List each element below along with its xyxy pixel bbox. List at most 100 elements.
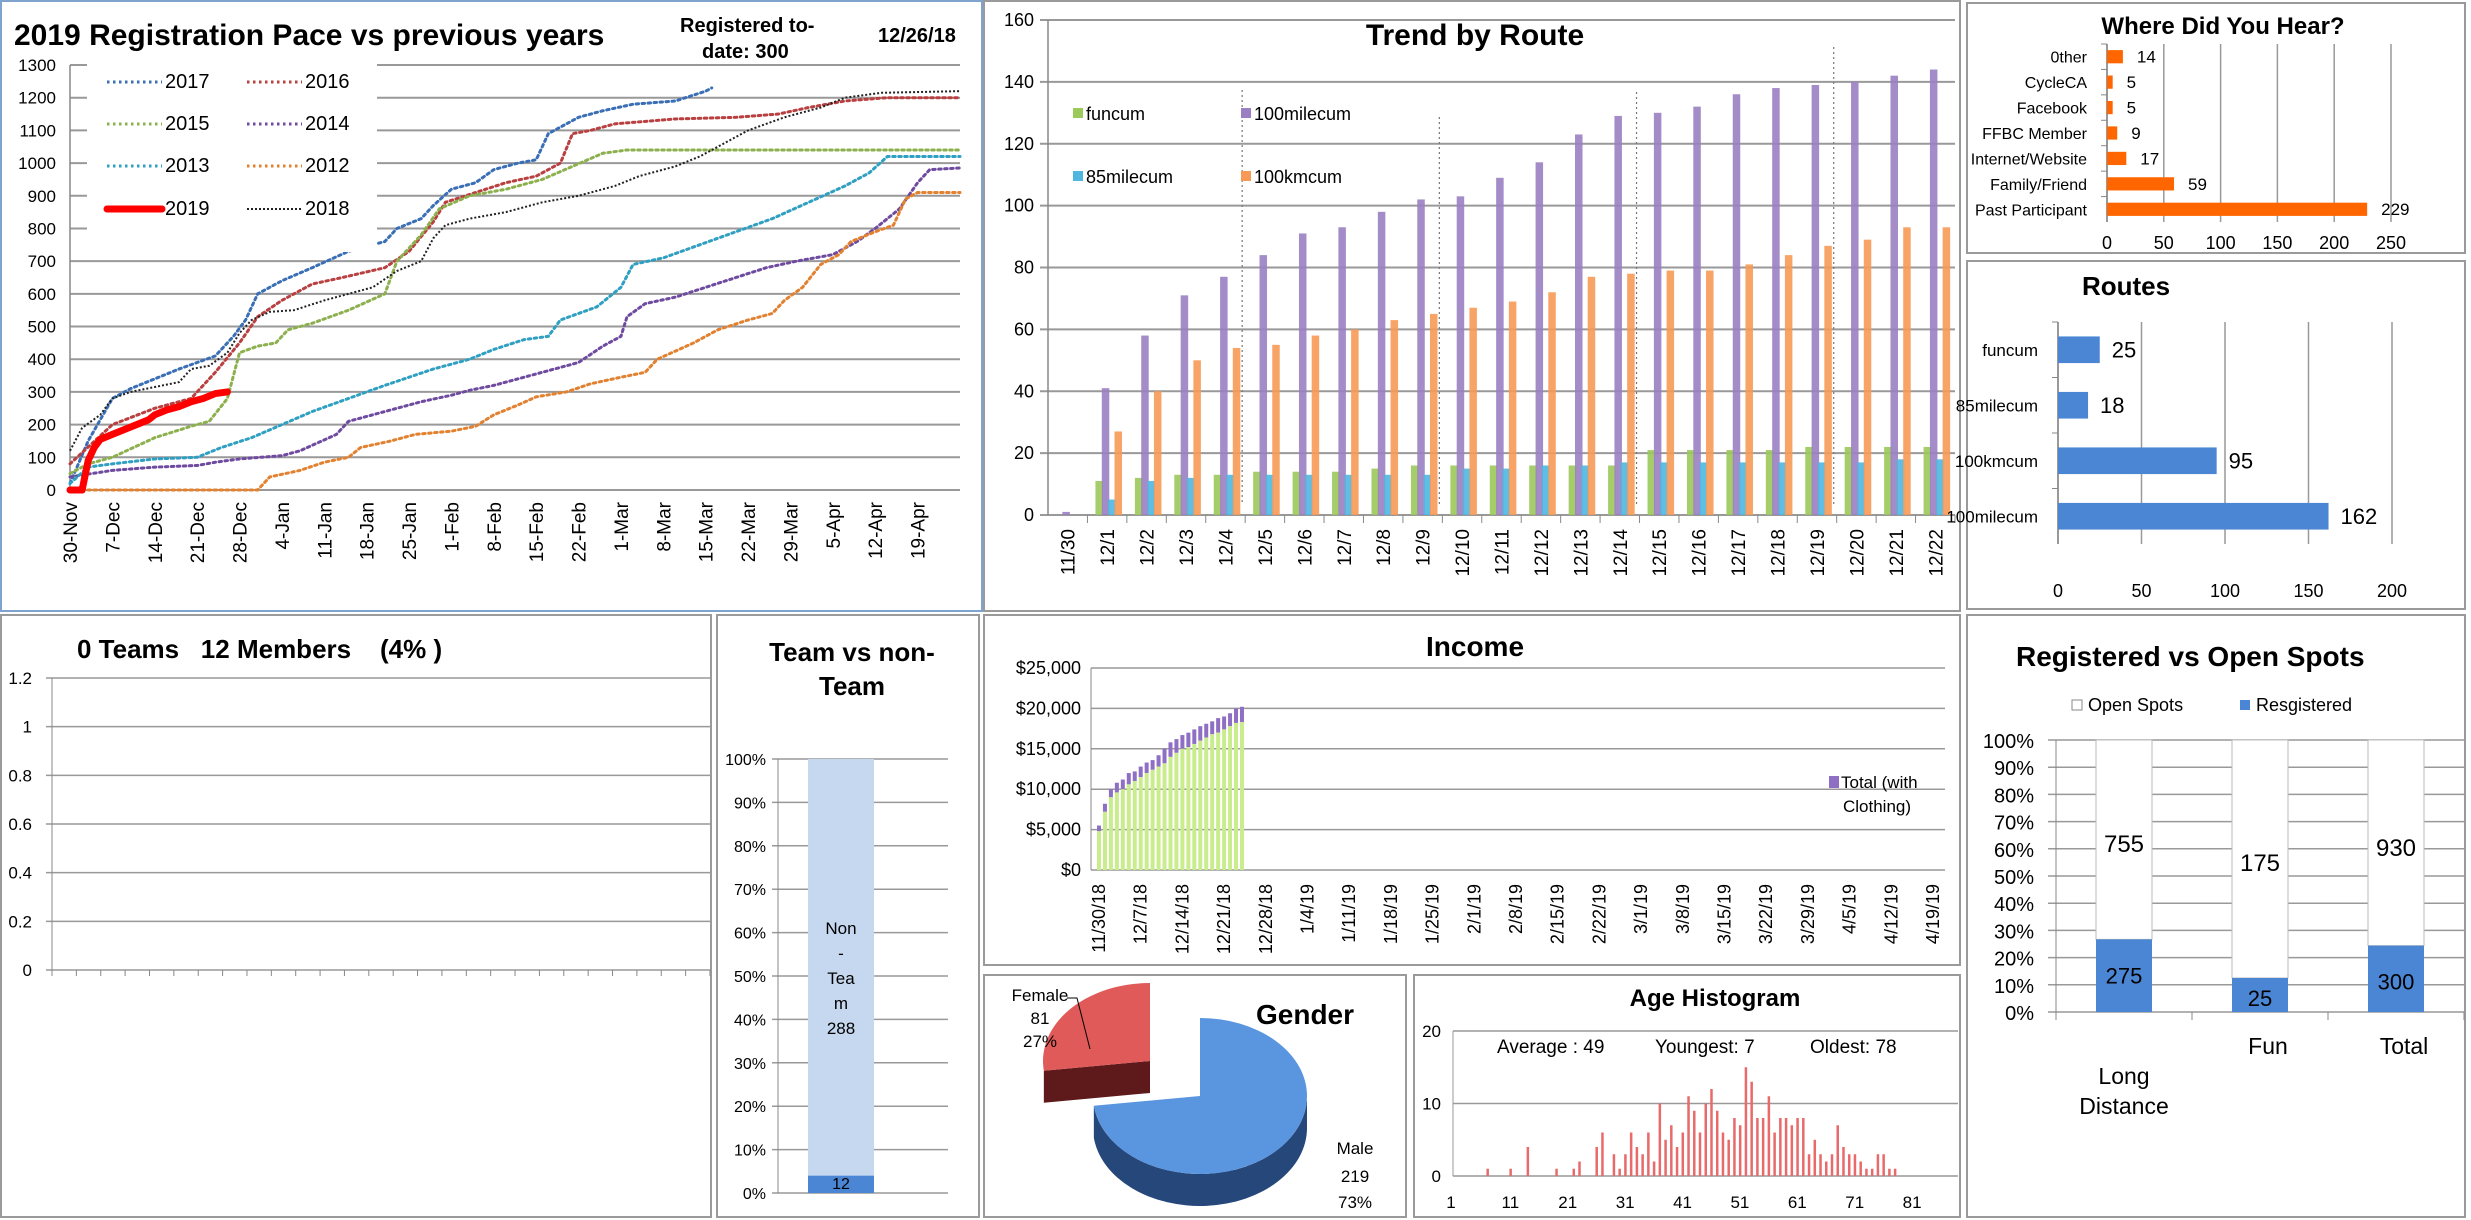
histogram-bar <box>1807 1154 1811 1176</box>
category-label: FFBC Member <box>1982 126 2088 143</box>
x-tick-label: 19-Apr <box>909 501 930 559</box>
histogram-bar <box>1715 1110 1719 1176</box>
x-tick-label: 2/22/19 <box>1589 884 1609 944</box>
y-tick-label: 20% <box>1994 949 2034 971</box>
histogram-bar <box>1876 1154 1880 1176</box>
bar-funcum <box>1332 471 1340 515</box>
histogram-bar <box>1825 1161 1828 1176</box>
bar-total <box>1180 735 1185 749</box>
label-female-name: Female <box>1012 986 1069 1005</box>
bar-registered <box>2368 945 2424 1012</box>
bar <box>2107 100 2113 115</box>
histogram-bar <box>1813 1139 1817 1176</box>
data-label: 14 <box>2137 48 2156 67</box>
histogram-bar <box>1704 1103 1707 1176</box>
bar-100kmcum <box>1745 264 1753 515</box>
data-label: 229 <box>2381 200 2409 219</box>
y-tick-label: 50% <box>734 969 766 986</box>
bar-registration <box>1239 722 1244 870</box>
x-tick-label: 8-Feb <box>485 502 506 552</box>
legend-label-total-line1: Total (with <box>1841 773 1918 792</box>
bar-85milecum <box>1423 474 1432 515</box>
data-label: 5 <box>2127 73 2136 92</box>
category-label: Family/Friend <box>1990 177 2087 194</box>
histogram-bar <box>1836 1125 1839 1176</box>
x-tick-label: 12/10 <box>1453 529 1474 577</box>
histogram-bar <box>1652 1161 1656 1176</box>
histogram-bar <box>1509 1168 1512 1176</box>
bar-100kmcum <box>1272 344 1280 515</box>
age-panel: Age Histogram 0 10 20 1 11 21 31 41 51 61 71 81 Aver… <box>1413 974 1961 1218</box>
bar-registration <box>1192 743 1197 870</box>
bar-100kmcum <box>1627 273 1635 515</box>
histogram-bar <box>1859 1161 1862 1176</box>
x-tick-label: 15-Feb <box>527 502 548 562</box>
x-tick-label: 50 <box>2154 233 2174 253</box>
x-tick-label: 250 <box>2376 233 2406 253</box>
y-tick-label: $25,000 <box>1016 658 1081 678</box>
data-label-open: 930 <box>2376 835 2416 862</box>
bar-100kmcum <box>1114 431 1123 515</box>
teamvs-title-line1: Team vs non- <box>769 637 935 667</box>
histogram-bar <box>1612 1154 1616 1176</box>
bar-funcum <box>1292 471 1301 515</box>
income-title: Income <box>1426 631 1524 662</box>
bar-85milecum <box>1699 462 1708 515</box>
bar-100milecum <box>1417 199 1425 515</box>
legend-background <box>87 62 377 252</box>
bar-85milecum <box>1620 462 1629 515</box>
leader-line <box>1067 997 1091 1050</box>
bar-registration <box>1198 740 1203 870</box>
legend-label-open: Open Spots <box>2088 695 2183 715</box>
legend-label-2014: 2014 <box>305 113 350 135</box>
y-tick-label: 100 <box>28 448 56 467</box>
bar-open <box>2095 739 2153 940</box>
pace-title: 2019 Registration Pace vs previous years <box>14 19 604 52</box>
bar-funcum <box>1213 474 1222 515</box>
bar-registration <box>1228 726 1233 870</box>
histogram-bar <box>1790 1125 1794 1176</box>
bar-funcum <box>1884 446 1892 515</box>
label-female-pct: 27% <box>1023 1032 1057 1051</box>
y-tick-label: 50% <box>1994 867 2034 889</box>
x-tick-label: 12/19 <box>1808 529 1829 577</box>
y-tick-label: 600 <box>28 285 56 304</box>
bar-funcum <box>1805 446 1813 515</box>
data-label-non-team: Non <box>825 919 856 938</box>
histogram-bar <box>1624 1154 1627 1176</box>
x-tick-label: 41 <box>1673 1193 1692 1212</box>
legend-label-registered: Resgistered <box>2256 695 2352 715</box>
y-tick-label: 10 <box>1422 1095 1441 1114</box>
histogram-bar <box>1681 1132 1685 1176</box>
y-tick-label: 20 <box>1422 1022 1441 1041</box>
label-male-pct: 73% <box>1338 1193 1372 1212</box>
category-label: Facebook <box>2017 101 2088 118</box>
bar-total <box>1156 755 1161 767</box>
x-tick-label: 200 <box>2377 581 2407 601</box>
data-label-registered: 275 <box>2106 963 2143 988</box>
y-tick-label: 0% <box>743 1186 766 1203</box>
legend-label-85milecum: 85milecum <box>1086 167 1173 187</box>
bar-100milecum <box>1101 388 1110 515</box>
bar-registration <box>1108 797 1113 870</box>
income-chart: Income $0 $5,000 $10,000 $15,000 $20,000 $25,… <box>1016 631 1945 954</box>
pie-slice-male-side <box>1093 1096 1307 1206</box>
bar-total <box>1222 716 1227 730</box>
routes-title: Routes <box>2082 271 2170 301</box>
histogram-bar <box>1830 1154 1834 1176</box>
bar-total <box>1168 742 1173 757</box>
y-tick-label: 60% <box>734 926 766 943</box>
data-label: 59 <box>2188 175 2207 194</box>
y-tick-label: 500 <box>28 318 56 337</box>
y-tick-label: 1 <box>23 718 32 737</box>
bar-100kmcum <box>1469 307 1477 515</box>
data-label-non-team: m <box>834 994 848 1013</box>
x-tick-label: 1/18/19 <box>1381 884 1401 944</box>
histogram-bar <box>1721 1132 1725 1176</box>
y-tick-label: 70% <box>734 882 766 899</box>
bar <box>2107 126 2118 140</box>
x-tick-label: 8-Mar <box>654 501 675 551</box>
bar-85milecum <box>1344 474 1353 515</box>
bar-total <box>1239 706 1244 723</box>
x-tick-label: 21 <box>1558 1193 1577 1212</box>
